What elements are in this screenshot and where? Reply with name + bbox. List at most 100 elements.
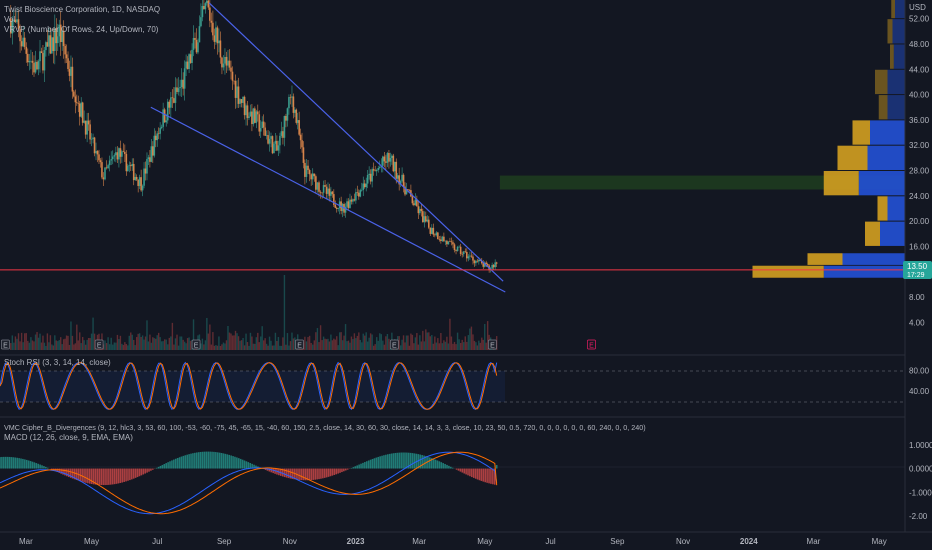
volume-bar <box>324 339 325 350</box>
macd-histogram-bar <box>311 469 313 481</box>
macd-histogram-bar <box>87 469 89 484</box>
volume-bar <box>157 335 158 350</box>
macd-histogram-bar <box>387 454 389 468</box>
main-price-pane[interactable] <box>0 0 905 350</box>
trendline[interactable] <box>151 107 505 292</box>
volume-bar <box>275 333 276 350</box>
price-candle <box>295 109 297 125</box>
volume-bar <box>232 336 233 350</box>
symbol-title[interactable]: Twist Bioscience Corporation, 1D, NASDAQ <box>4 5 160 14</box>
volume-bar <box>264 338 265 350</box>
earnings-marker[interactable]: E <box>1 340 9 350</box>
macd-histogram-bar <box>196 452 198 468</box>
volume-bar <box>318 342 319 350</box>
earnings-marker[interactable]: E <box>95 340 103 350</box>
macd-histogram-bar <box>440 462 442 468</box>
macd-histogram-bar <box>343 469 345 472</box>
vrvp-legend[interactable]: VRVP (Number Of Rows, 24, Up/Down, 70) <box>4 25 159 34</box>
macd-histogram-bar <box>89 469 91 484</box>
macd-histogram-bar <box>169 461 171 468</box>
price-candle <box>77 96 79 112</box>
price-candle <box>461 252 463 258</box>
macd-histogram-bar <box>22 459 24 469</box>
main-legend[interactable]: Twist Bioscience Corporation, 1D, NASDAQ… <box>4 5 160 34</box>
volume-bar <box>149 335 150 350</box>
volume-bar <box>290 341 291 350</box>
time-tick-label: Mar <box>19 537 33 546</box>
macd-histogram-bar <box>116 469 118 484</box>
price-candle <box>493 264 495 270</box>
earnings-marker[interactable]: E <box>488 340 496 350</box>
macd-histogram-bar <box>190 454 192 469</box>
macd-histogram-bar <box>1 457 3 469</box>
price-candle <box>445 240 447 245</box>
volume-bar <box>330 335 331 350</box>
macd-histogram-bar <box>13 457 15 468</box>
price-candle <box>364 180 366 189</box>
volume-bar <box>91 334 92 350</box>
price-candle <box>294 107 296 117</box>
volume-bar <box>400 345 401 350</box>
price-candle <box>457 246 459 252</box>
macd-tick-label: 0.0000 <box>909 465 932 474</box>
price-candle <box>134 173 136 181</box>
volume-bar <box>83 340 84 350</box>
earnings-marker[interactable]: E <box>296 340 304 350</box>
price-candle <box>393 154 395 172</box>
macd-histogram-bar <box>355 466 357 468</box>
macd-histogram-bar <box>475 469 477 479</box>
trendline[interactable] <box>209 3 503 281</box>
price-candle <box>117 146 119 163</box>
price-candle <box>136 174 138 181</box>
macd-histogram-bar <box>397 453 399 469</box>
drawn-trendlines[interactable] <box>0 3 905 292</box>
price-candle <box>362 177 364 196</box>
macd-histogram-bar <box>383 455 385 468</box>
macd-histogram-bar <box>288 469 290 479</box>
price-candle <box>227 50 229 71</box>
macd-histogram-bar <box>123 469 125 482</box>
volume-bar <box>184 342 185 350</box>
price-candle <box>451 238 453 246</box>
macd-histogram-bar <box>20 458 22 468</box>
price-candle <box>258 110 260 136</box>
price-candle <box>215 21 217 44</box>
price-candle <box>35 51 37 74</box>
earnings-marker[interactable]: E <box>587 340 595 350</box>
price-candle <box>185 55 187 77</box>
price-candle <box>187 56 189 69</box>
volume-bar <box>257 333 258 350</box>
earnings-marker[interactable]: E <box>390 340 398 350</box>
macd-histogram-bar <box>137 469 139 478</box>
macd-legend[interactable]: MACD (12, 26, close, 9, EMA, EMA) <box>4 433 133 442</box>
stoch-rsi-pane[interactable] <box>0 355 905 409</box>
macd-histogram-bar <box>398 453 400 469</box>
price-candle <box>21 35 23 50</box>
volume-bar <box>358 332 359 350</box>
vmc-cipher-legend[interactable]: VMC Cipher_B_Divergences (9, 12, hlc3, 3… <box>4 423 646 432</box>
macd-histogram-bar <box>374 458 376 468</box>
volume-bar <box>422 331 423 350</box>
price-candle <box>330 187 332 201</box>
macd-histogram-bar <box>146 469 148 473</box>
time-axis[interactable]: Mar May Jul Sep Nov 2023 Mar May Jul Sep Nov 2024 Ma… <box>19 537 887 546</box>
price-candle <box>315 175 317 194</box>
price-candle <box>38 59 40 75</box>
macd-histogram-bar <box>64 469 66 476</box>
volume-bar <box>340 332 341 350</box>
macd-histogram-bar <box>299 469 301 480</box>
stoch-rsi-legend[interactable]: Stoch RSI (3, 3, 14, 14, close) <box>4 358 111 367</box>
volume-legend[interactable]: Vol <box>4 15 15 24</box>
volume-bar <box>121 344 122 350</box>
price-candle <box>36 60 38 70</box>
earnings-marker[interactable]: E <box>192 340 200 350</box>
macd-histogram-bar <box>133 469 135 479</box>
price-candle <box>365 178 367 192</box>
volume-bar <box>251 336 252 350</box>
macd-histogram-bar <box>433 459 435 469</box>
price-candle <box>458 245 460 247</box>
price-candle <box>460 244 462 256</box>
price-candle <box>39 40 41 73</box>
volume-bar <box>445 342 446 350</box>
